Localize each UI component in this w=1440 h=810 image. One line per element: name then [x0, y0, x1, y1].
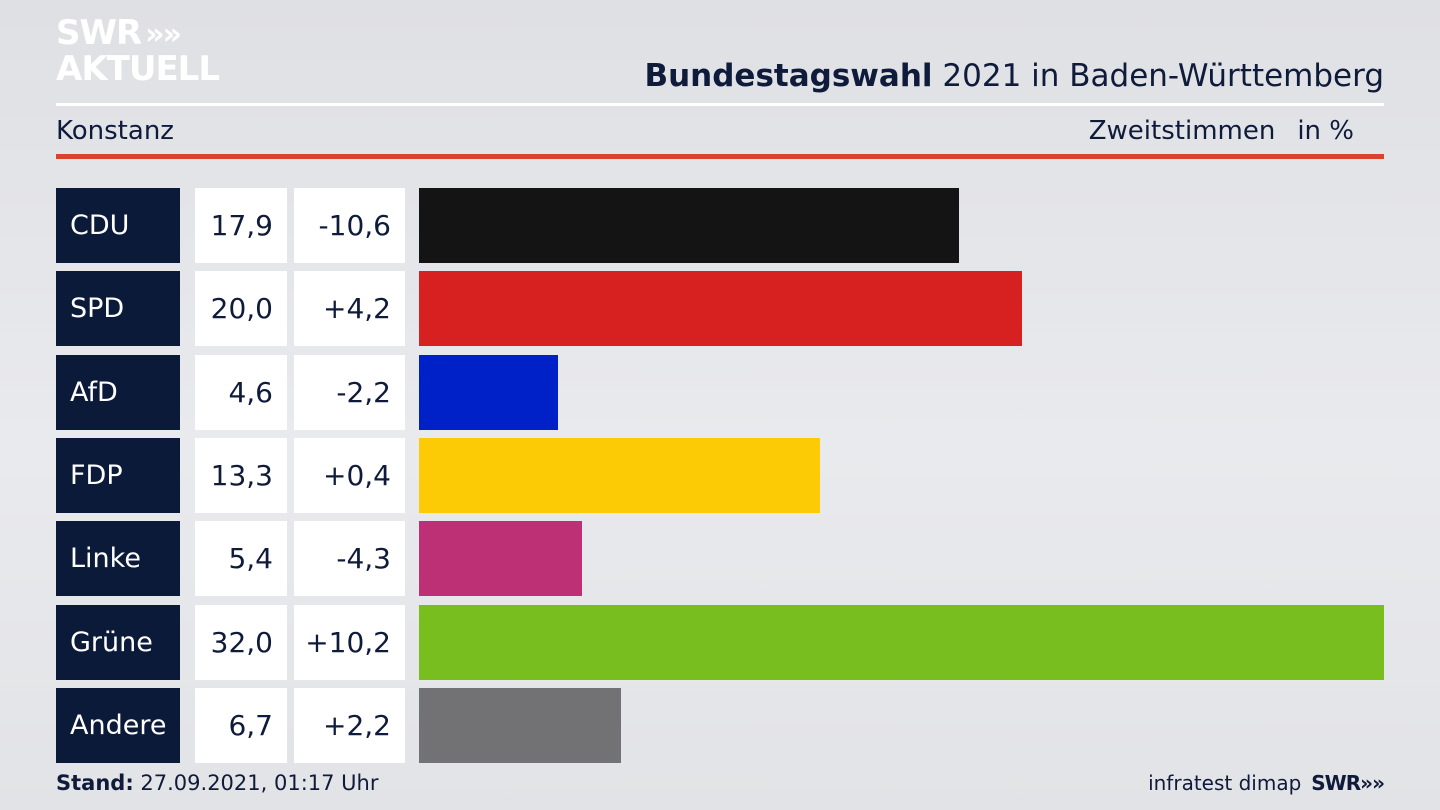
timestamp: Stand: 27.09.2021, 01:17 Uhr: [56, 771, 379, 795]
value-label: 13,3: [195, 438, 287, 513]
accent-divider: [56, 154, 1384, 159]
stand-label: Stand:: [56, 771, 134, 795]
value-label: 20,0: [195, 271, 287, 346]
source-label: infratest dimap: [1148, 771, 1302, 795]
value-label: 4,6: [195, 355, 287, 430]
value-label: 17,9: [195, 188, 287, 263]
bar-grüne: [419, 605, 1384, 680]
swr-brand-logo: SWR»»: [1311, 771, 1385, 795]
measure-name: Zweitstimmen: [1088, 116, 1276, 146]
result-row-spd: SPD 20,0 +4,2: [56, 271, 1384, 346]
result-row-cdu: CDU 17,9 -10,6: [56, 188, 1384, 263]
result-row-andere: Andere 6,7 +2,2: [56, 688, 1384, 763]
title-bold: Bundestagswahl: [644, 58, 933, 94]
change-label: +0,4: [294, 438, 405, 513]
party-label: AfD: [56, 355, 180, 430]
bar-fdp: [419, 438, 820, 513]
stand-value: 27.09.2021, 01:17 Uhr: [133, 771, 379, 795]
bar-afd: [419, 355, 558, 430]
result-row-fdp: FDP 13,3 +0,4: [56, 438, 1384, 513]
party-label: Grüne: [56, 605, 180, 680]
source-credit: infratest dimap SWR»»: [1148, 771, 1385, 795]
party-label: Linke: [56, 521, 180, 596]
header-divider: [56, 103, 1384, 106]
bar-cdu: [419, 188, 959, 263]
measure-label: Zweitstimmen in %: [1089, 116, 1354, 146]
bar-andere: [419, 688, 621, 763]
unit-label: in %: [1297, 116, 1354, 146]
result-row-afd: AfD 4,6 -2,2: [56, 355, 1384, 430]
title-rest: 2021 in Baden-Württemberg: [932, 58, 1384, 94]
change-label: +10,2: [294, 605, 405, 680]
value-label: 5,4: [195, 521, 287, 596]
value-label: 6,7: [195, 688, 287, 763]
change-label: -10,6: [294, 188, 405, 263]
party-label: SPD: [56, 271, 180, 346]
change-label: -4,3: [294, 521, 405, 596]
party-label: CDU: [56, 188, 180, 263]
bar-spd: [419, 271, 1022, 346]
change-label: +4,2: [294, 271, 405, 346]
party-label: FDP: [56, 438, 180, 513]
result-row-grüne: Grüne 32,0 +10,2: [56, 605, 1384, 680]
party-label: Andere: [56, 688, 180, 763]
change-label: -2,2: [294, 355, 405, 430]
value-label: 32,0: [195, 605, 287, 680]
region-label: Konstanz: [56, 116, 174, 146]
bar-linke: [419, 521, 582, 596]
change-label: +2,2: [294, 688, 405, 763]
chart-title: Bundestagswahl 2021 in Baden-Württemberg: [644, 58, 1384, 94]
swr-aktuell-logo: SWR»» AKTUELL: [56, 13, 220, 89]
result-row-linke: Linke 5,4 -4,3: [56, 521, 1384, 596]
